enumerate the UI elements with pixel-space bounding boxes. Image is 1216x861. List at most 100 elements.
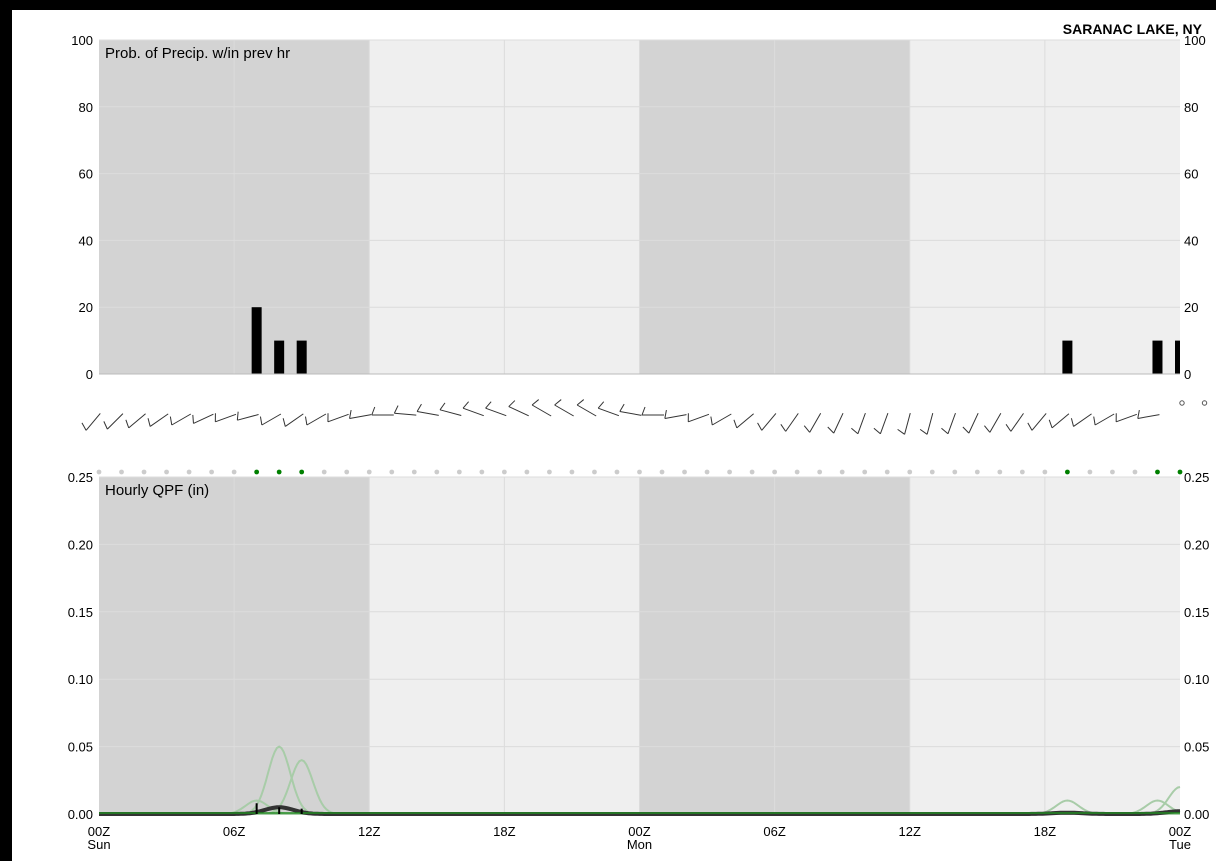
pop-ytick-left: 0 <box>86 367 93 382</box>
precip-dot-dry <box>1087 469 1093 475</box>
wind-barb-flag <box>641 406 646 416</box>
wind-barb-flag <box>827 426 835 434</box>
precip-dot-dry <box>997 469 1003 475</box>
qpf-title: Hourly QPF (in) <box>105 482 209 499</box>
wind-barb <box>394 412 417 416</box>
wind-barb-flag <box>462 401 469 409</box>
wind-barb-flag <box>1048 419 1053 429</box>
pop-ytick-right: 20 <box>1184 300 1198 315</box>
wind-barb-flag <box>1027 422 1033 431</box>
wind-barb-flag <box>597 401 605 409</box>
precip-dot-dry <box>164 469 169 475</box>
wind-barb-flag <box>803 425 811 433</box>
qpf-ytick-left: 0.20 <box>68 537 93 552</box>
precip-dot-wet <box>299 469 305 475</box>
wind-barb-flag <box>919 428 928 435</box>
xtick-day: Tue <box>1169 837 1191 852</box>
wind-barb-flag <box>851 427 859 435</box>
wind-barb <box>879 412 889 434</box>
wind-barb-flag <box>349 409 352 419</box>
wind-barb-flag <box>416 403 422 412</box>
wind-barb-flag <box>147 418 151 427</box>
precip-dot-dry <box>1110 469 1115 475</box>
precip-dot-dry <box>614 469 620 475</box>
wind-barb-flag <box>439 402 446 411</box>
precip-indicator-row <box>96 469 1183 475</box>
precip-dot-wet <box>254 469 260 475</box>
pop-bar <box>1175 340 1180 374</box>
wind-barb-flag <box>941 427 949 435</box>
qpf-ytick-left: 0.15 <box>68 605 93 620</box>
wind-barb <box>171 413 192 426</box>
calm-wind-marker <box>1201 400 1208 406</box>
precip-dot-dry <box>1132 469 1138 475</box>
qpf-mean-line <box>99 805 1180 816</box>
wind-barb <box>439 409 462 417</box>
wind-barb-flag <box>508 400 516 407</box>
pop-ytick-right: 80 <box>1184 100 1198 115</box>
xtick-time: 00Z <box>628 824 650 839</box>
precip-dot-dry <box>929 469 935 475</box>
precip-dot-dry <box>862 469 868 475</box>
pop-bar <box>296 340 307 374</box>
pop-ytick-left: 80 <box>79 100 93 115</box>
precip-dot-dry <box>389 469 395 475</box>
precip-dot-wet <box>1155 469 1160 475</box>
qpf-ytick-right: 0.05 <box>1184 740 1209 755</box>
meteogram-svg: 0 0 20 20 40 40 60 60 80 80 100 100 Prob. of Precip.… <box>68 33 1210 852</box>
wind-barb-flag <box>259 416 263 426</box>
precip-dot-dry <box>749 469 755 475</box>
precip-dot-dry <box>704 469 710 475</box>
pop-ytick-right: 60 <box>1184 167 1198 182</box>
precip-dot-dry <box>141 469 147 475</box>
pop-bar <box>251 307 262 374</box>
wind-barb <box>785 413 799 432</box>
wind-barb-flag <box>897 428 905 435</box>
qpf-ytick-left: 0.25 <box>68 470 93 485</box>
xtick-day: Mon <box>627 837 652 852</box>
precip-dot-wet <box>1177 469 1183 475</box>
wind-barb-flag <box>485 401 492 409</box>
wind-barb-flag <box>169 416 173 426</box>
wind-barb <box>857 412 866 434</box>
precip-dot-dry <box>659 469 665 475</box>
wind-barb-flag <box>393 405 399 414</box>
xtick-time: 12Z <box>358 824 380 839</box>
precip-dot-dry <box>952 469 958 475</box>
wind-barb <box>508 406 529 417</box>
wind-barb <box>349 414 372 419</box>
wind-barb-flag <box>664 409 667 419</box>
precip-dot-dry <box>727 469 732 475</box>
wind-barb-flag <box>962 426 970 434</box>
precip-dot-dry <box>434 469 440 475</box>
qpf-ytick-right: 0.25 <box>1184 470 1209 485</box>
meteogram-page: SARANAC LAKE, NY 0 0 20 20 40 40 60 60 80 80 100 10… <box>12 10 1216 861</box>
wind-barb <box>809 413 822 433</box>
wind-barb <box>833 412 844 434</box>
wind-barb <box>462 407 484 417</box>
precip-dot-dry <box>772 469 778 475</box>
precip-dot-dry <box>817 469 823 475</box>
precip-dot-dry <box>907 469 913 475</box>
wind-barb-flag <box>282 418 286 427</box>
wind-barb <box>531 404 552 417</box>
wind-barb <box>1115 413 1138 423</box>
xtick-time: 06Z <box>223 824 245 839</box>
wind-barb <box>107 413 124 430</box>
precip-dot-dry <box>839 469 845 475</box>
precip-dot-dry <box>119 469 124 475</box>
xtick-time: 18Z <box>493 824 515 839</box>
wind-barb <box>576 404 597 417</box>
precip-dot-dry <box>231 469 237 475</box>
precip-dot-dry <box>637 469 642 475</box>
wind-barb <box>664 414 687 419</box>
wind-barb-flag <box>103 421 108 430</box>
wind-barb <box>237 413 259 421</box>
precip-dot-dry <box>1042 469 1048 475</box>
pop-ytick-left: 40 <box>79 233 93 248</box>
wind-barb <box>306 413 327 426</box>
pop-panel: 0 0 20 20 40 40 60 60 80 80 100 100 Prob. of Precip.… <box>71 33 1205 382</box>
precip-dot-dry <box>884 469 890 475</box>
precip-dot-dry <box>411 469 417 475</box>
